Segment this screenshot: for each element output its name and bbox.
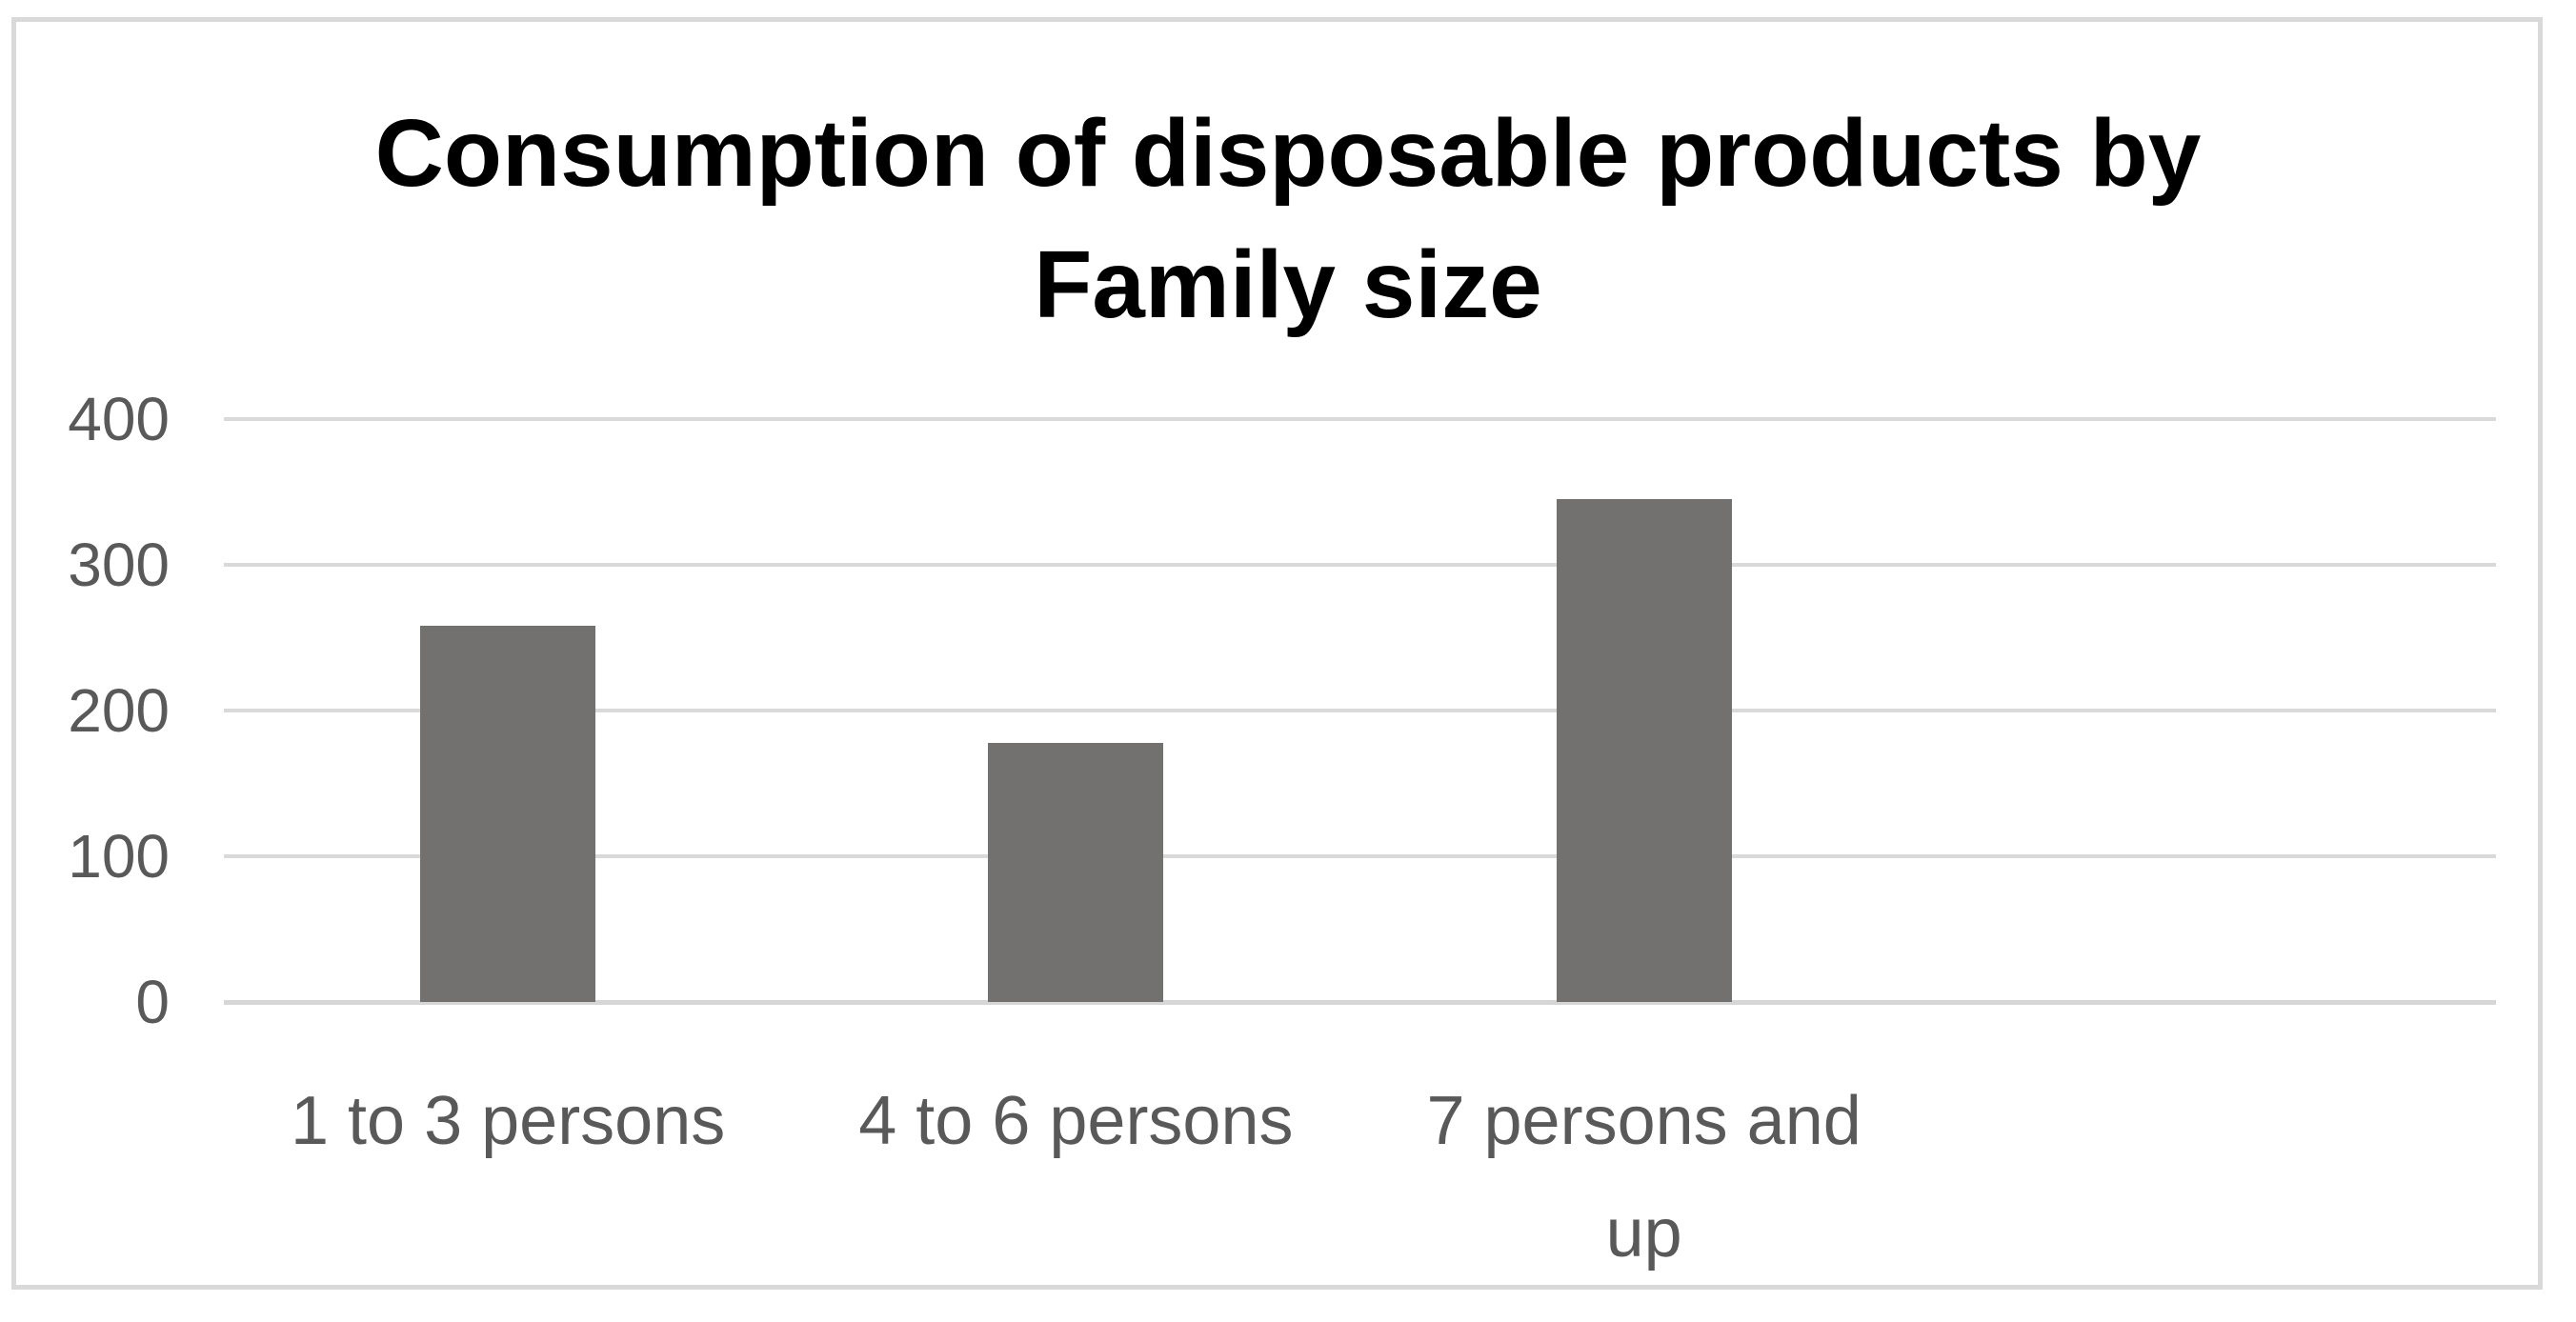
bar-2 (988, 742, 1164, 1002)
x-axis-line (224, 1000, 2496, 1005)
y-tick-label-100: 100 (68, 822, 170, 891)
chart-title-line-1: Consumption of disposable products by (374, 100, 2202, 207)
x-category-label-2: 4 to 6 persons (858, 1083, 1294, 1159)
gridline-400 (224, 417, 2496, 421)
y-tick-label-200: 200 (68, 676, 170, 745)
gridline-200 (224, 709, 2496, 712)
y-tick-label-300: 300 (68, 531, 170, 599)
x-category-label-1: 1 to 3 persons (290, 1083, 726, 1159)
bar-1 (420, 626, 596, 1002)
chart-title: Consumption of disposable products by Fa… (0, 88, 2576, 351)
y-tick-label-400: 400 (68, 385, 170, 453)
y-tick-label-0: 0 (135, 968, 170, 1036)
plot-area (224, 417, 2496, 1005)
x-category-label-3: 7 persons and up (1426, 1083, 1862, 1272)
gridline-300 (224, 563, 2496, 567)
gridline-100 (224, 854, 2496, 858)
bar-3 (1556, 499, 1732, 1002)
chart-title-line-2: Family size (1034, 231, 1542, 338)
